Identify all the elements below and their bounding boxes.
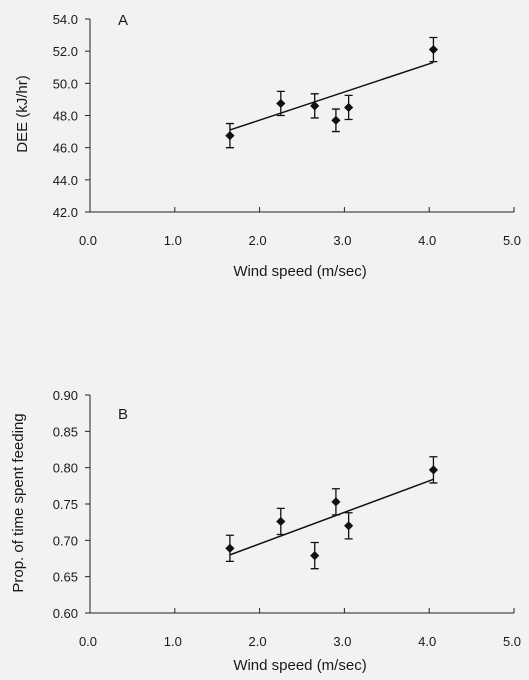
- y-tick-label: 48.0: [53, 109, 78, 124]
- y-tick-label: 0.75: [53, 497, 78, 512]
- y-tick-label: 0.60: [53, 606, 78, 621]
- y-tick-label: 52.0: [53, 44, 78, 59]
- x-tick-label: 0.0: [79, 634, 97, 649]
- y-tick-label: 54.0: [53, 12, 78, 27]
- regression-line: [229, 478, 434, 556]
- x-tick-label: 2.0: [249, 634, 267, 649]
- data-point: [276, 516, 286, 527]
- data-point: [344, 521, 354, 531]
- data-point: [331, 115, 341, 125]
- x-tick-label: 1.0: [164, 233, 182, 248]
- data-point: [310, 550, 320, 561]
- data-point: [225, 131, 235, 141]
- y-tick-label: 44.0: [53, 173, 78, 188]
- x-tick-label: 2.0: [249, 233, 267, 248]
- y-tick-label: 42.0: [53, 205, 78, 220]
- y-axis-title: DEE (kJ/hr): [14, 75, 31, 153]
- x-tick-label: 5.0: [503, 634, 521, 649]
- y-tick-label: 46.0: [53, 141, 78, 156]
- data-point: [428, 44, 439, 55]
- x-axis-title: Wind speed (m/sec): [233, 657, 366, 674]
- x-tick-label: 0.0: [79, 233, 97, 248]
- regression-line: [229, 61, 434, 131]
- data-point: [344, 102, 354, 113]
- y-tick-label: 0.80: [53, 461, 78, 476]
- y-axis-title: Prop. of time spent feeding: [10, 413, 27, 592]
- y-tick-label: 50.0: [53, 76, 78, 91]
- x-axis-title: Wind speed (m/sec): [233, 263, 366, 280]
- x-tick-label: 4.0: [418, 233, 436, 248]
- y-tick-label: 0.70: [53, 533, 78, 548]
- data-point: [276, 98, 286, 109]
- panel-a: A Wind speed (m/sec) DEE (kJ/hr) 42.0 44.…: [14, 12, 521, 280]
- x-tick-label: 5.0: [503, 233, 521, 248]
- y-tick-label: 0.85: [53, 424, 78, 439]
- panel-label: A: [118, 12, 128, 29]
- x-tick-label: 4.0: [418, 634, 436, 649]
- x-tick-label: 3.0: [333, 634, 351, 649]
- x-tick-label: 1.0: [164, 634, 182, 649]
- data-point: [428, 465, 439, 475]
- panel-label: B: [118, 406, 128, 423]
- data-point: [225, 543, 235, 553]
- y-tick-label: 0.90: [53, 388, 78, 403]
- panel-b: B Wind speed (m/sec) Prop. of time spent…: [10, 388, 521, 674]
- y-tick-label: 0.65: [53, 570, 78, 585]
- x-tick-label: 3.0: [333, 233, 351, 248]
- data-point: [331, 497, 341, 507]
- data-point: [310, 101, 320, 111]
